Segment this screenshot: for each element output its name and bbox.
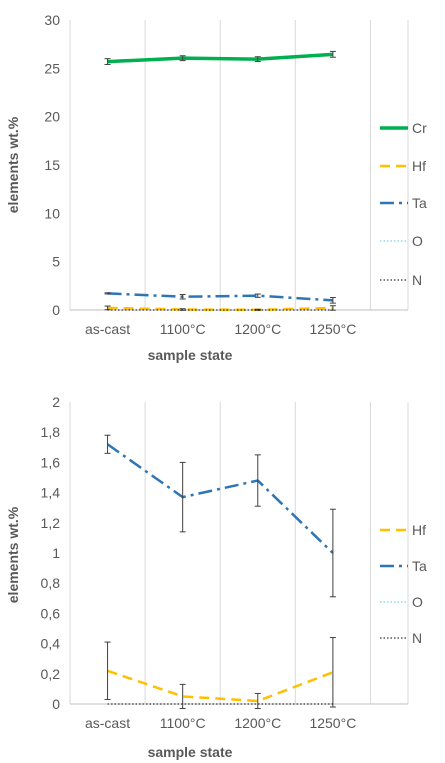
legend-label-o: O — [412, 233, 423, 249]
y-tick-label: 15 — [44, 157, 60, 173]
x-tick-label: 1200°C — [234, 321, 281, 337]
y-tick-label: 0,6 — [41, 605, 61, 621]
y-axis-title: elements wt.% — [5, 116, 21, 213]
x-tick-label: as-cast — [85, 321, 130, 337]
series-line-cr — [107, 52, 334, 64]
y-tick-label: 0 — [52, 302, 60, 318]
legend-label-cr: Cr — [412, 120, 427, 136]
x-tick-label: 1250°C — [309, 321, 356, 337]
x-axis-title: sample state — [148, 744, 233, 760]
chart-bottom: 0 0,2 0,4 0,6 0,8 1 1,2 1,4 1,6 1,8 2 as-cast 1100°C… — [5, 394, 427, 760]
y-tick-label: 10 — [44, 205, 60, 221]
x-axis-title: sample state — [148, 347, 233, 363]
legend-label-n: N — [412, 630, 422, 646]
y-tick-label: 2 — [52, 394, 60, 410]
legend-label-ta: Ta — [412, 558, 427, 574]
legend-label-o: O — [412, 594, 423, 610]
y-tick-label: 20 — [44, 109, 60, 125]
y-tick-label: 0,2 — [41, 666, 61, 682]
y-tick-label: 1 — [52, 545, 60, 561]
series-line-hf — [107, 669, 334, 703]
legend-label-hf: Hf — [412, 522, 426, 538]
legend-label-n: N — [412, 272, 422, 288]
legend-label-ta: Ta — [412, 195, 427, 211]
y-tick-label: 1,4 — [41, 485, 61, 501]
y-tick-label: 0,4 — [41, 636, 61, 652]
y-tick-label: 5 — [52, 254, 60, 270]
y-tick-label: 30 — [44, 12, 60, 28]
x-tick-label: 1250°C — [309, 715, 356, 731]
y-axis-title: elements wt.% — [5, 506, 21, 603]
x-tick-label: 1100°C — [160, 715, 206, 731]
y-tick-label: 1,2 — [41, 515, 61, 531]
x-tick-label: 1200°C — [234, 715, 281, 731]
legend-label-hf: Hf — [412, 158, 426, 174]
x-tick-label: 1100°C — [160, 321, 206, 337]
y-tick-label: 0 — [52, 696, 60, 712]
x-tick-label: as-cast — [85, 715, 130, 731]
y-tick-label: 1,6 — [41, 454, 61, 470]
series-line-ta — [106, 443, 334, 554]
series-line-ta — [107, 292, 333, 302]
y-tick-label: 25 — [44, 60, 60, 76]
y-tick-label: 0,8 — [41, 575, 61, 591]
y-tick-label: 1,8 — [41, 424, 61, 440]
chart-top: 0 5 10 15 20 25 30 as-cast 1100°C 1200°C 1250°C sam… — [5, 12, 427, 363]
